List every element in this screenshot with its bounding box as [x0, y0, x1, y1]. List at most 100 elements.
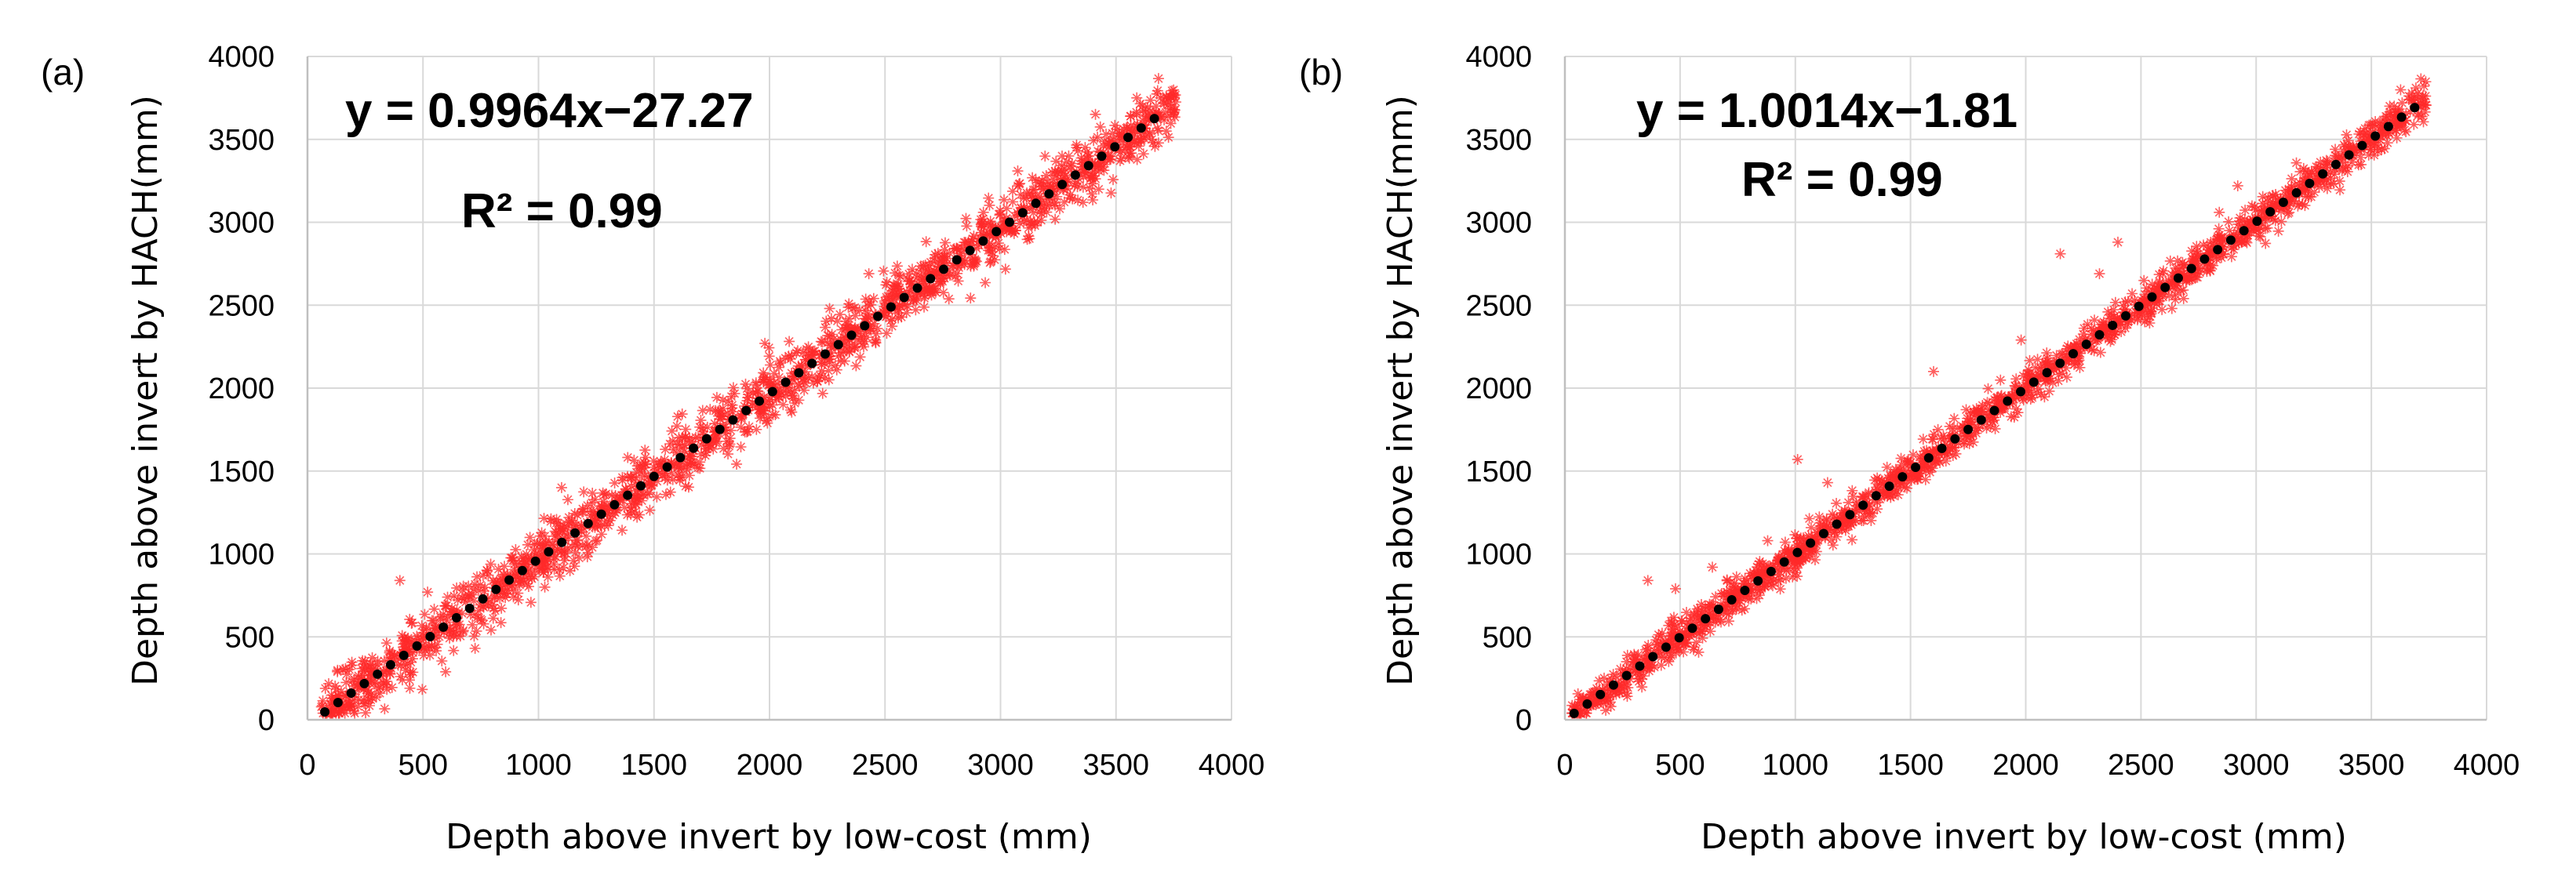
observation-point [788, 385, 800, 397]
observation-point [1762, 576, 1774, 588]
observation-point [888, 279, 900, 291]
observation-point [1705, 626, 1716, 637]
observation-point [464, 608, 476, 620]
observation-point [1050, 155, 1062, 167]
observation-point [1746, 586, 1758, 598]
observation-point [1075, 165, 1086, 176]
observation-point [1650, 634, 1662, 646]
observation-point [968, 231, 980, 242]
observation-point [1137, 114, 1149, 126]
observation-point [2035, 369, 2047, 381]
observation-point [1574, 694, 1586, 706]
observation-point [508, 591, 519, 603]
observation-point [2381, 111, 2393, 122]
observation-point [440, 666, 452, 677]
observation-point [910, 304, 922, 316]
observation-point [335, 685, 347, 697]
observation-point [922, 266, 934, 278]
observation-point [1859, 492, 1871, 504]
observation-point [458, 593, 470, 605]
observation-point [2108, 310, 2120, 322]
trendline-dot [478, 594, 488, 604]
observation-point [2022, 378, 2034, 390]
observation-point [718, 443, 730, 455]
observation-point [698, 429, 710, 441]
observation-point [919, 301, 930, 313]
observation-point [1712, 609, 1724, 621]
trendline-dot [1136, 123, 1146, 133]
observation-point [581, 499, 593, 511]
trendline-dot [609, 499, 620, 510]
observation-point [2283, 206, 2295, 218]
observation-point [877, 307, 889, 318]
observation-point [453, 619, 465, 630]
observation-point [1846, 519, 1857, 531]
observation-point [937, 270, 948, 281]
observation-point [2194, 267, 2206, 278]
observation-point [1080, 168, 1092, 180]
observation-point [1600, 695, 1612, 706]
trendline-dot [873, 311, 883, 321]
observation-point [758, 376, 770, 388]
observation-point [1656, 627, 1668, 639]
observation-point [2086, 343, 2098, 355]
observation-point [475, 613, 486, 625]
x-tick-label: 1000 [505, 749, 572, 782]
observation-point [2175, 285, 2187, 296]
observation-point [372, 659, 384, 670]
observation-point [2119, 296, 2131, 308]
observation-point [1058, 196, 1070, 208]
observation-point [1754, 556, 1766, 568]
observation-point [2126, 314, 2137, 326]
observation-point [434, 631, 446, 643]
observation-point [2105, 336, 2116, 347]
observation-point [1015, 202, 1027, 213]
trendline-dot [491, 584, 501, 594]
observation-point [1799, 541, 1810, 553]
observation-point [625, 502, 637, 514]
observation-point [377, 666, 389, 677]
observation-point [477, 569, 489, 581]
observation-point [406, 653, 418, 665]
observation-point [2060, 362, 2072, 374]
observation-point [677, 442, 689, 454]
observation-point [580, 530, 592, 542]
observation-point [770, 409, 781, 421]
observation-point [523, 572, 535, 584]
observation-point [1033, 176, 1045, 188]
observation-point [1621, 649, 1633, 661]
trendline-dot [1149, 114, 1159, 124]
observation-point [2294, 165, 2306, 177]
observation-point [2232, 219, 2244, 231]
observation-point [1705, 599, 1717, 611]
observation-point [807, 377, 819, 389]
observation-point [436, 655, 448, 667]
observation-point [777, 399, 789, 411]
observation-point [2010, 373, 2022, 385]
observation-point [929, 285, 941, 296]
observation-point [865, 325, 877, 336]
observation-point [925, 256, 937, 268]
observation-point [1144, 128, 1155, 140]
observation-point [2364, 119, 2376, 131]
observation-point [659, 454, 671, 466]
observation-point [1983, 398, 1995, 409]
observation-point [868, 292, 879, 304]
observation-point [995, 221, 1006, 233]
observation-point [2343, 140, 2355, 152]
observation-point [2348, 143, 2360, 155]
observation-point [621, 509, 633, 521]
observation-point [1158, 96, 1170, 108]
observation-point [1133, 140, 1144, 152]
observation-point [879, 301, 890, 313]
observation-point [2068, 340, 2080, 352]
observation-point [2086, 322, 2098, 334]
observation-point [764, 376, 776, 387]
observation-point [395, 670, 406, 682]
observation-point [1958, 422, 1970, 434]
observation-point [676, 432, 688, 444]
observation-point [625, 481, 637, 492]
observation-point [1792, 532, 1803, 544]
observation-point [471, 571, 483, 583]
